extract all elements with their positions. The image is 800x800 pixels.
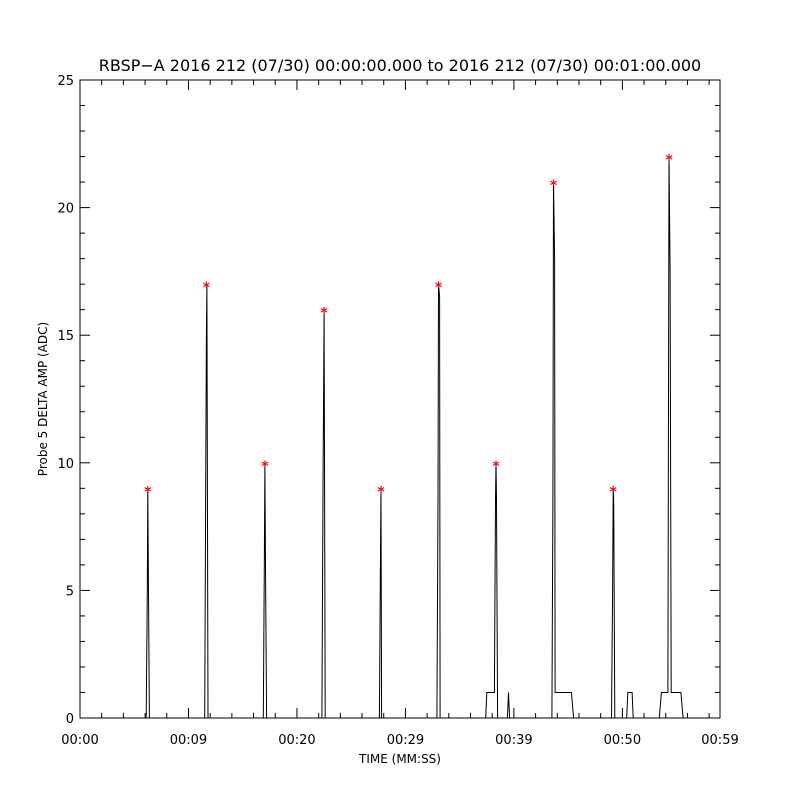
peak-markers: * * * * * * * * * * <box>144 153 673 501</box>
peak-marker: * <box>435 280 443 296</box>
x-tick-label: 00:00 <box>61 733 98 748</box>
x-axis-label: TIME (MM:SS) <box>358 752 441 766</box>
axis-ticks <box>79 79 720 719</box>
axis-tick-labels: 0 5 10 15 20 25 00:00 00:09 00:20 00:29 00:39 00:50… <box>57 74 738 748</box>
peak-marker: * <box>665 153 673 169</box>
x-tick-label: 00:59 <box>701 733 738 748</box>
y-tick-label: 15 <box>57 329 74 344</box>
x-tick-label: 00:50 <box>604 733 641 748</box>
peak-marker: * <box>609 484 617 500</box>
peak-marker: * <box>550 178 558 194</box>
peak-marker: * <box>320 306 328 322</box>
x-tick-label: 00:09 <box>170 733 207 748</box>
plot-frame <box>79 79 721 719</box>
x-tick-label: 00:29 <box>387 733 424 748</box>
peak-marker: * <box>377 484 385 500</box>
y-tick-label: 20 <box>57 202 74 217</box>
y-tick-label: 10 <box>57 457 74 472</box>
y-tick-label: 0 <box>66 712 74 727</box>
peak-marker: * <box>203 280 211 296</box>
y-tick-label: 5 <box>66 584 74 599</box>
peak-marker: * <box>261 459 269 475</box>
peak-marker: * <box>144 484 152 500</box>
x-tick-label: 00:20 <box>278 733 315 748</box>
chart-title: RBSP−A 2016 212 (07/30) 00:00:00.000 to … <box>99 56 701 75</box>
x-tick-label: 00:39 <box>495 733 532 748</box>
y-axis-label: Probe 5 DELTA AMP (ADC) <box>36 322 50 476</box>
probe-series-line <box>80 156 720 719</box>
peak-marker: * <box>492 459 500 475</box>
y-tick-label: 25 <box>57 74 74 89</box>
